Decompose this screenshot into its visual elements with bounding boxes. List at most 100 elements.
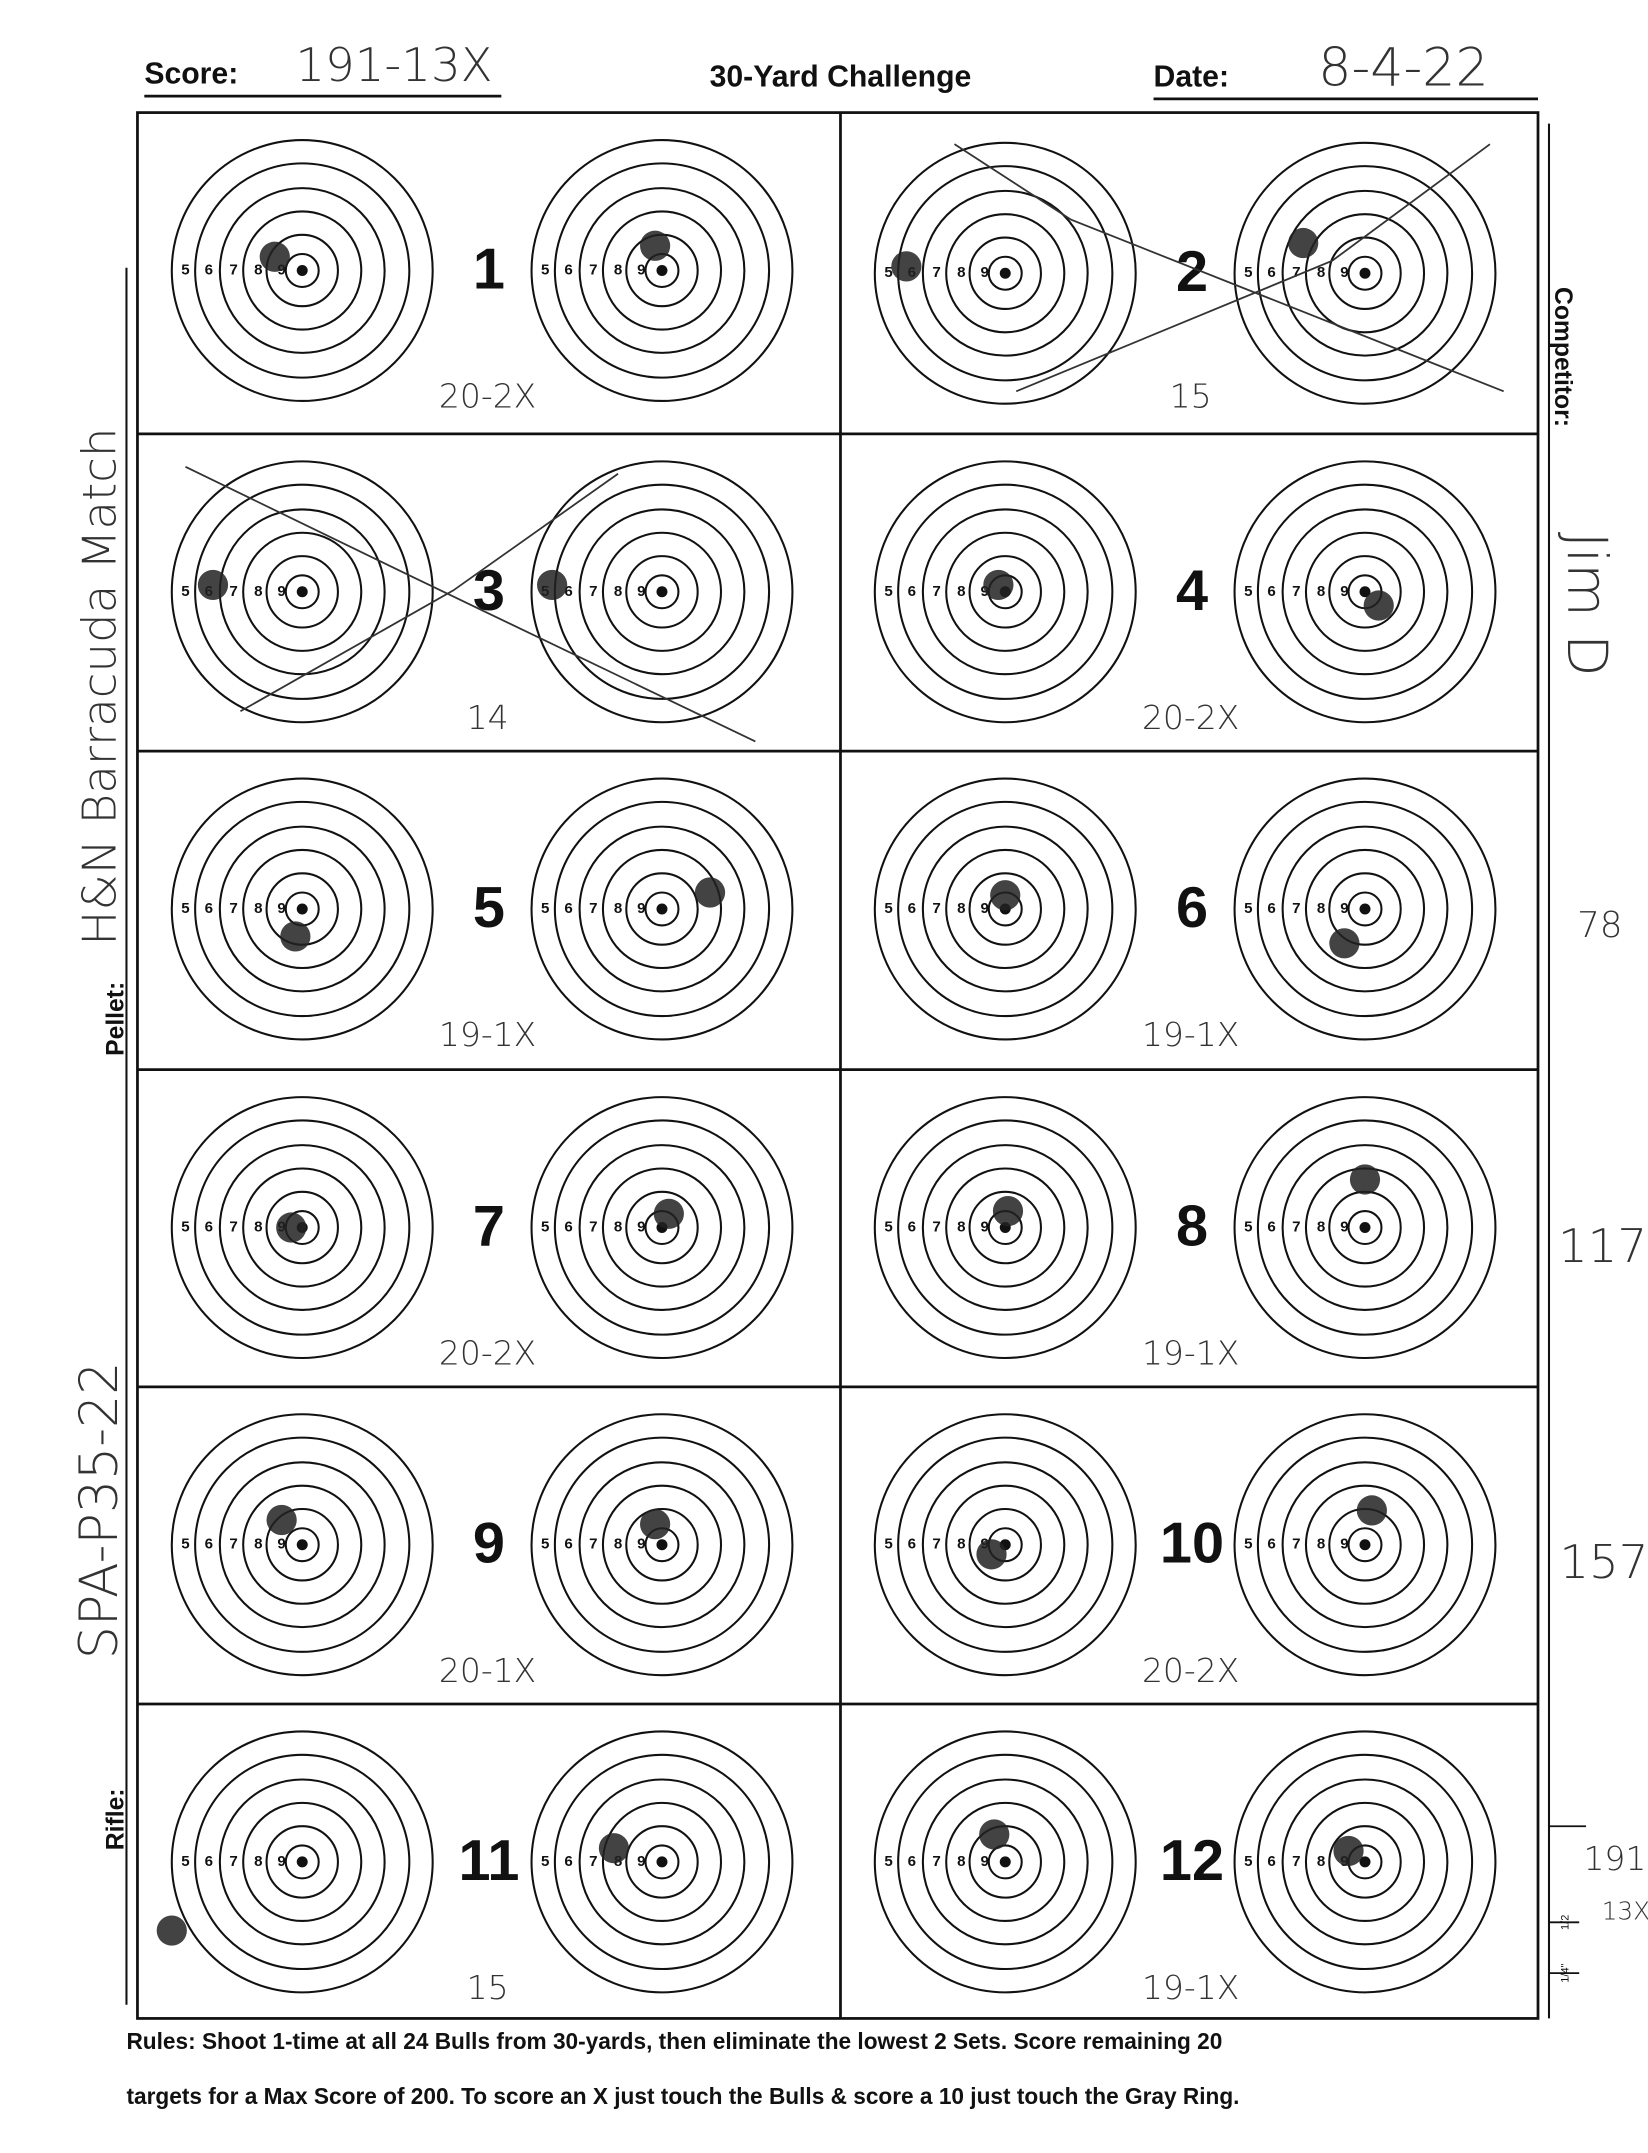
ring-label: 9 xyxy=(637,583,645,600)
target-ring xyxy=(873,777,1137,1041)
target-ring xyxy=(578,825,746,993)
ring-label: 8 xyxy=(614,1219,622,1236)
ring-label: 6 xyxy=(205,1536,213,1553)
target-ring xyxy=(1233,141,1497,405)
shot-hole xyxy=(976,1539,1007,1570)
target-ring xyxy=(284,252,320,289)
ring-label: 7 xyxy=(932,1853,940,1870)
target-ring xyxy=(625,555,699,629)
ring-label: 9 xyxy=(980,264,988,281)
target-ring xyxy=(553,1119,771,1336)
ring-label: 5 xyxy=(181,1219,189,1236)
target-ring xyxy=(897,483,1114,700)
target-ring xyxy=(945,848,1066,970)
target-ring xyxy=(968,1507,1042,1582)
cross-out xyxy=(239,472,619,713)
set-number: 3 xyxy=(473,559,505,623)
target-ring xyxy=(170,777,434,1041)
ring-label: 6 xyxy=(1267,1219,1275,1236)
target-ring xyxy=(553,1753,771,1971)
set-number: 4 xyxy=(1176,559,1208,623)
ring-label: 6 xyxy=(564,583,572,600)
ring-label: 5 xyxy=(884,264,892,281)
ring-label: 8 xyxy=(1317,1536,1325,1553)
ring-label: 5 xyxy=(181,1853,189,1870)
bullseye xyxy=(296,1856,308,1868)
bullseye xyxy=(1359,1222,1371,1234)
shot-hole xyxy=(653,1198,684,1229)
bullseye xyxy=(656,1539,668,1551)
shot-hole xyxy=(537,569,568,601)
shot-hole xyxy=(1333,1835,1364,1867)
cross-out xyxy=(185,466,756,743)
ring-label: 9 xyxy=(637,1536,645,1553)
bullseye xyxy=(296,265,308,276)
date-value: 8-4-22 xyxy=(1318,38,1488,98)
target-ring xyxy=(945,213,1066,334)
ring-label: 6 xyxy=(1267,900,1275,917)
shot-hole xyxy=(983,569,1014,601)
target-ring xyxy=(1233,1730,1497,1994)
target-ring xyxy=(945,531,1066,652)
target-ring xyxy=(1328,872,1402,946)
bullseye xyxy=(296,1539,308,1551)
ring-label: 7 xyxy=(229,1219,237,1236)
ring-label: 8 xyxy=(1317,264,1325,281)
ring-label: 7 xyxy=(589,583,597,600)
target-ring xyxy=(987,255,1023,291)
target-ring xyxy=(1233,1413,1497,1677)
ring-label: 7 xyxy=(589,1536,597,1553)
target-ring xyxy=(170,460,434,724)
ring-label: 8 xyxy=(1317,1853,1325,1870)
ring-label: 8 xyxy=(614,261,622,278)
target-ring xyxy=(530,1413,794,1677)
ring-label: 5 xyxy=(884,900,892,917)
target-ring xyxy=(945,1484,1066,1605)
target-ring xyxy=(1233,1096,1497,1360)
set-score: 19-1X xyxy=(1142,1015,1239,1054)
set-number: 6 xyxy=(1176,876,1208,940)
target-ring xyxy=(945,1167,1066,1288)
ring-label: 8 xyxy=(614,583,622,600)
ring-label: 6 xyxy=(205,900,213,917)
target-ring xyxy=(897,1119,1114,1336)
target-ring xyxy=(578,1461,746,1629)
ring-label: 9 xyxy=(277,1853,285,1870)
ring-label: 6 xyxy=(564,1219,572,1236)
ring-label: 9 xyxy=(980,583,988,600)
ring-label: 7 xyxy=(932,900,940,917)
target-ring xyxy=(218,187,386,354)
ring-label: 7 xyxy=(229,261,237,278)
ring-label: 8 xyxy=(614,1536,622,1553)
ring-label: 6 xyxy=(1267,1536,1275,1553)
ring-label: 6 xyxy=(564,900,572,917)
bullseye xyxy=(296,903,308,915)
target-ring xyxy=(194,1436,411,1653)
ring-label: 5 xyxy=(181,900,189,917)
target-ring xyxy=(625,872,699,946)
target-ring xyxy=(284,1844,320,1880)
ring-label: 5 xyxy=(541,1219,549,1236)
shot-hole xyxy=(891,251,922,282)
ring-label: 8 xyxy=(254,900,262,917)
target-ring xyxy=(242,848,363,970)
set-score: 20-2X xyxy=(1142,698,1239,737)
target-ring xyxy=(1256,1753,1474,1971)
target-ring xyxy=(530,1096,794,1360)
ring-label: 9 xyxy=(1340,900,1348,917)
ring-label: 5 xyxy=(1244,583,1252,600)
ring-label: 9 xyxy=(1340,264,1348,281)
set-number: 5 xyxy=(473,876,505,940)
grid-frame xyxy=(136,111,1540,2020)
bullseye xyxy=(656,903,668,915)
target-ring xyxy=(625,1507,699,1582)
